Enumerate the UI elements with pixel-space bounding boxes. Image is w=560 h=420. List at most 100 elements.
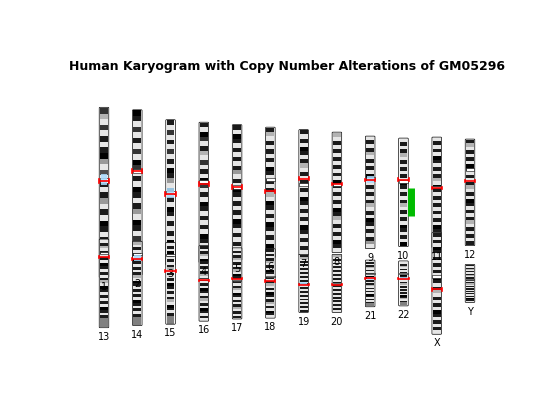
Bar [167,299,175,302]
Bar [133,264,141,267]
Bar [200,306,208,308]
Bar [167,318,175,321]
Bar [366,185,374,189]
Bar [267,281,274,284]
Text: 14: 14 [131,330,143,340]
Bar [433,257,441,260]
Bar [333,224,341,228]
Bar [100,260,108,263]
Bar [466,269,474,270]
Bar [200,273,208,276]
Bar [333,168,341,173]
Bar [200,311,208,313]
Bar [267,210,274,214]
Bar [200,183,208,188]
Bar [333,181,341,184]
FancyBboxPatch shape [432,137,441,248]
FancyBboxPatch shape [299,255,309,312]
Bar [267,290,274,292]
Bar [200,261,208,264]
Bar [267,311,274,313]
Bar [133,322,141,325]
Bar [466,178,474,182]
Bar [399,181,407,185]
Bar [267,218,274,223]
Bar [133,319,141,322]
Bar [433,260,441,263]
Bar [433,178,441,181]
Bar [366,196,374,200]
Bar [267,274,274,277]
Bar [466,292,474,293]
Bar [167,268,175,270]
Bar [300,268,307,270]
Bar [433,253,441,257]
Bar [366,163,374,166]
Bar [466,298,474,299]
Bar [300,188,307,192]
Bar [100,240,108,243]
Bar [466,147,474,150]
Bar [167,260,175,264]
Bar [399,269,407,270]
Bar [200,243,208,248]
Bar [433,327,441,330]
Bar [366,271,374,273]
Bar [300,163,307,168]
Bar [366,285,374,286]
Bar [133,160,141,165]
Bar [466,164,474,168]
Bar [133,281,141,284]
Bar [133,278,141,281]
Bar [300,184,307,188]
Bar [300,134,307,139]
Bar [333,293,341,295]
Bar [267,214,274,218]
Bar [300,265,307,266]
Bar [233,241,241,246]
Bar [366,292,374,294]
Bar [333,270,341,272]
Bar [433,297,441,300]
Bar [333,306,341,308]
Bar [267,171,274,175]
Bar [134,255,141,261]
Bar [167,240,175,245]
Bar [366,297,374,299]
Bar [200,211,208,215]
Bar [366,159,374,163]
Bar [466,196,474,199]
Bar [267,252,274,257]
Bar [267,184,274,188]
Bar [333,189,341,192]
Bar [333,261,341,262]
Bar [200,252,208,257]
Bar [100,243,108,246]
Bar [300,192,307,197]
Bar [433,330,441,333]
Bar [399,174,407,178]
Bar [399,221,407,225]
Bar [167,226,175,231]
Bar [200,296,208,298]
Bar [433,277,441,280]
Bar [399,297,407,298]
Bar [267,248,274,252]
Bar [100,275,108,278]
Bar [100,170,108,176]
Bar [100,153,108,159]
Bar [133,127,141,132]
Bar [200,289,208,291]
Bar [366,229,374,233]
FancyBboxPatch shape [332,255,342,312]
Bar [466,192,474,196]
Bar [300,274,307,276]
Bar [133,289,141,292]
Bar [133,267,141,270]
Bar [267,205,274,210]
Bar [233,157,241,161]
Bar [267,223,274,227]
Bar [300,299,307,300]
Bar [333,308,341,310]
Bar [233,307,241,309]
